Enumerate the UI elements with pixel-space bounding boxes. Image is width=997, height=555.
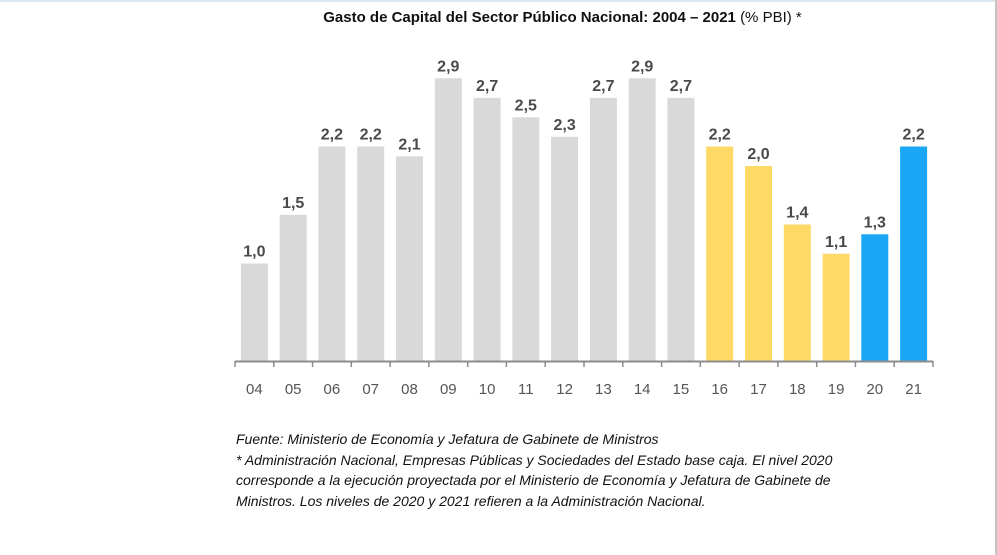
tick-label-13: 13 [595,381,612,398]
bar-14 [628,78,656,362]
tick-label-09: 09 [440,381,457,398]
tick-label-04: 04 [246,381,263,398]
tick-label-17: 17 [750,381,767,398]
bar-08 [396,156,423,362]
chart-title: Gasto de Capital del Sector Público Naci… [0,9,997,26]
data-label-09: 2,9 [437,58,459,75]
bar-11 [512,117,540,362]
bar-07 [357,146,385,361]
bar-04 [240,263,268,361]
tick-label-12: 12 [556,381,573,398]
source-note: Fuente: Ministerio de Economía y Jefatur… [236,431,659,447]
chart-title-main: Gasto de Capital del Sector Público Naci… [323,9,736,26]
data-label-11: 2,5 [515,97,537,114]
top-border [0,0,997,2]
bar-10 [473,97,501,362]
bar-19 [822,253,850,362]
tick-label-15: 15 [673,381,690,398]
chart-notes: Fuente: Ministerio de Economía y Jefatur… [236,429,916,511]
chart-title-suffix: (% PBI) * [740,9,802,26]
tick-label-18: 18 [789,381,806,398]
bar-15 [667,97,695,362]
data-label-04: 1,0 [243,244,265,261]
bar-16 [706,146,734,361]
tick-label-21: 21 [905,381,922,398]
tick-label-14: 14 [634,381,651,398]
data-label-20: 1,3 [864,214,886,231]
data-label-13: 2,7 [592,78,614,95]
data-label-18: 1,4 [786,205,808,222]
data-label-08: 2,1 [398,136,420,153]
footnote-line-3: Ministros. Los niveles de 2020 y 2021 re… [236,492,706,509]
bar-21 [900,146,928,361]
data-label-15: 2,7 [670,78,692,95]
data-label-06: 2,2 [321,127,343,144]
data-label-14: 2,9 [631,58,653,75]
tick-label-16: 16 [711,381,728,398]
bar-17 [745,166,772,361]
bar-05 [279,214,307,362]
tick-label-06: 06 [324,381,341,398]
bar-06 [318,146,346,361]
bar-13 [589,97,617,362]
tick-label-20: 20 [866,381,883,398]
tick-label-11: 11 [518,381,534,398]
tick-label-08: 08 [401,381,418,398]
data-label-17: 2,0 [747,146,769,163]
footnote-line-2: corresponde a la ejecución proyectada po… [236,472,831,488]
data-label-12: 2,3 [553,117,575,134]
tick-label-10: 10 [479,381,496,398]
bar-12 [551,136,579,361]
bar-20 [861,234,889,362]
bar-18 [783,224,811,361]
tick-label-07: 07 [362,381,379,398]
tick-label-19: 19 [828,381,845,398]
data-label-19: 1,1 [825,234,847,251]
data-label-07: 2,2 [360,127,382,144]
data-label-05: 1,5 [282,195,304,212]
right-border [995,0,997,555]
footnote-line-1: * Administración Nacional, Empresas Públ… [236,451,833,468]
data-label-10: 2,7 [476,78,498,95]
tick-label-05: 05 [285,381,302,398]
bar-chart: 1,0 1,5 2,2 2,2 2,1 2,9 2,7 2,5 2,3 2,7 2,9 2,7 2,2 2… [234,58,934,398]
data-label-21: 2,2 [902,127,924,144]
bar-09 [434,78,462,362]
data-label-16: 2,2 [709,127,731,144]
